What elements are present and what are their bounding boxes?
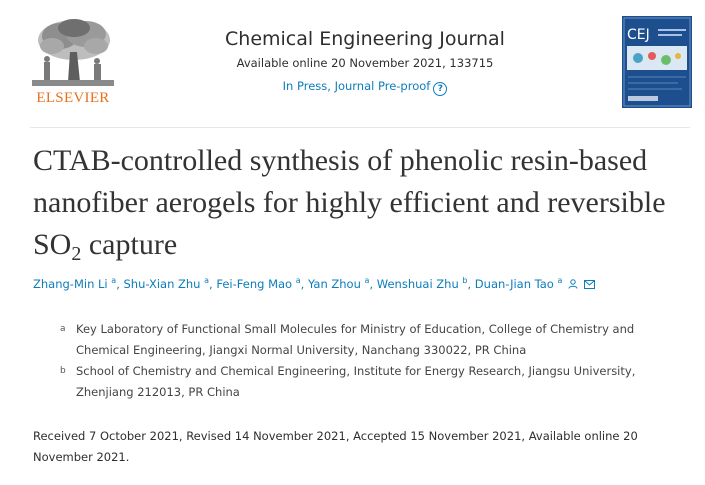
author-name: Wenshuai Zhu <box>376 277 459 291</box>
author-name: Shu-Xian Zhu <box>123 277 201 291</box>
author-name: Yan Zhou <box>307 277 361 291</box>
journal-status-label: In Press, Journal Pre-proof <box>282 79 431 93</box>
journal-info: Chemical Engineering Journal Available o… <box>175 28 555 96</box>
author-link[interactable]: Zhang-Min Li a <box>33 276 117 291</box>
journal-cover-thumbnail[interactable]: CEJ <box>622 16 692 108</box>
affiliation-label: a <box>60 324 66 334</box>
author-link[interactable]: Yan Zhou a <box>307 276 370 291</box>
elsevier-logo-text: ELSEVIER <box>36 90 110 106</box>
author-name: Duan-Jian Tao <box>474 277 554 291</box>
author-link[interactable]: Wenshuai Zhu b <box>376 276 468 291</box>
person-icon[interactable] <box>568 279 578 289</box>
author-name: Fei-Feng Mao <box>216 277 293 291</box>
header-divider <box>30 127 690 128</box>
journal-availability: Available online 20 November 2021, 13371… <box>236 56 494 70</box>
journal-status-link[interactable]: In Press, Journal Pre-proof? <box>283 79 448 96</box>
affiliation-text: School of Chemistry and Chemical Enginee… <box>76 364 636 399</box>
author-affiliation: a <box>557 276 563 285</box>
article-title: CTAB-controlled synthesis of phenolic re… <box>33 140 683 266</box>
author-link[interactable]: Shu-Xian Zhu a <box>123 276 210 291</box>
elsevier-logo[interactable]: ELSEVIER <box>30 16 125 116</box>
affiliation-list: a Key Laboratory of Functional Small Mol… <box>60 319 690 403</box>
author-list: Zhang-Min Li a, Shu-Xian Zhu a, Fei-Feng… <box>33 276 693 291</box>
author-link[interactable]: Fei-Feng Mao a <box>216 276 301 291</box>
author-affiliation: a <box>364 276 370 285</box>
help-icon[interactable]: ? <box>433 82 448 96</box>
mail-icon[interactable] <box>583 280 595 289</box>
affiliation-item: b School of Chemistry and Chemical Engin… <box>60 361 690 403</box>
author-affiliation: b <box>462 276 468 285</box>
author-affiliation: a <box>295 276 301 285</box>
article-history: Received 7 October 2021, Revised 14 Nove… <box>33 429 638 464</box>
affiliation-item: a Key Laboratory of Functional Small Mol… <box>60 319 690 361</box>
article-title-main: CTAB-controlled synthesis of phenolic re… <box>33 144 666 261</box>
article-header: ELSEVIER Chemical Engineering Journal Av… <box>0 0 705 125</box>
affiliation-label: b <box>60 366 66 376</box>
journal-title[interactable]: Chemical Engineering Journal <box>225 28 505 50</box>
article-title-subscript: 2 <box>71 243 82 265</box>
cover-abbrev: CEJ <box>627 27 650 43</box>
author-name: Zhang-Min Li <box>33 277 108 291</box>
author-link[interactable]: Duan-Jian Tao a <box>474 276 563 291</box>
elsevier-tree-icon <box>30 16 116 90</box>
affiliation-text: Key Laboratory of Functional Small Molec… <box>76 322 635 357</box>
author-affiliation: a <box>204 276 210 285</box>
author-affiliation: a <box>111 276 117 285</box>
article-title-end: capture <box>81 228 178 261</box>
